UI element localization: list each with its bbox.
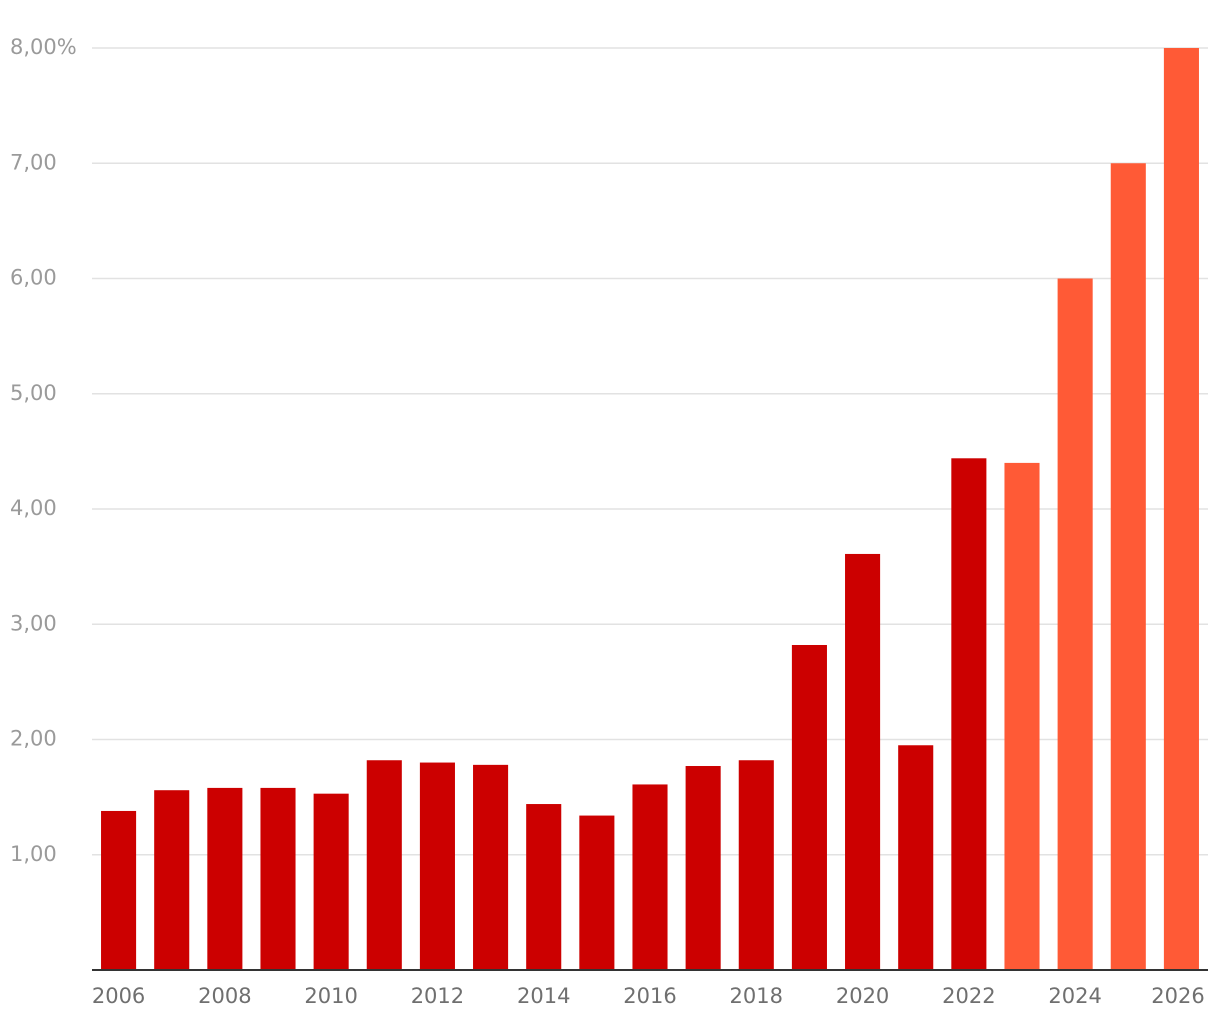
bar bbox=[845, 553, 881, 970]
y-tick-label: 1,00 bbox=[10, 842, 57, 866]
y-tick-label: 5,00 bbox=[10, 381, 57, 405]
x-tick-label: 2024 bbox=[1048, 984, 1101, 1008]
bar bbox=[685, 766, 721, 970]
bar bbox=[473, 764, 509, 970]
bar bbox=[313, 793, 349, 970]
y-tick-label: 7,00 bbox=[10, 150, 57, 174]
bar bbox=[1057, 278, 1093, 970]
bar bbox=[898, 745, 934, 970]
x-tick-label: 2008 bbox=[198, 984, 251, 1008]
x-tick-label: 2022 bbox=[942, 984, 995, 1008]
bar bbox=[207, 787, 243, 970]
y-tick-label: 2,00 bbox=[10, 727, 57, 751]
bar bbox=[791, 644, 827, 970]
bar bbox=[419, 762, 455, 970]
y-tick-label: 4,00 bbox=[10, 496, 57, 520]
bar bbox=[154, 790, 190, 970]
bar bbox=[366, 760, 402, 970]
x-tick-label: 2018 bbox=[730, 984, 783, 1008]
x-tick-label: 2016 bbox=[623, 984, 676, 1008]
x-tick-label: 2014 bbox=[517, 984, 570, 1008]
bar bbox=[738, 760, 774, 970]
bar bbox=[101, 810, 137, 970]
bar bbox=[1163, 48, 1199, 970]
bar bbox=[260, 787, 296, 970]
bar bbox=[951, 458, 987, 970]
bar bbox=[1004, 462, 1040, 970]
y-tick-label: 6,00 bbox=[10, 266, 57, 290]
y-tick-label: 3,00 bbox=[10, 611, 57, 635]
y-tick-label: 8,00% bbox=[10, 35, 77, 59]
bar bbox=[1110, 163, 1146, 970]
x-tick-label: 2020 bbox=[836, 984, 889, 1008]
bar bbox=[632, 784, 668, 970]
x-tick-label: 2010 bbox=[304, 984, 357, 1008]
x-tick-label: 2026 bbox=[1151, 984, 1204, 1008]
bar bbox=[526, 804, 562, 970]
x-tick-label: 2006 bbox=[92, 984, 145, 1008]
bar bbox=[579, 815, 615, 970]
x-tick-label: 2012 bbox=[411, 984, 464, 1008]
